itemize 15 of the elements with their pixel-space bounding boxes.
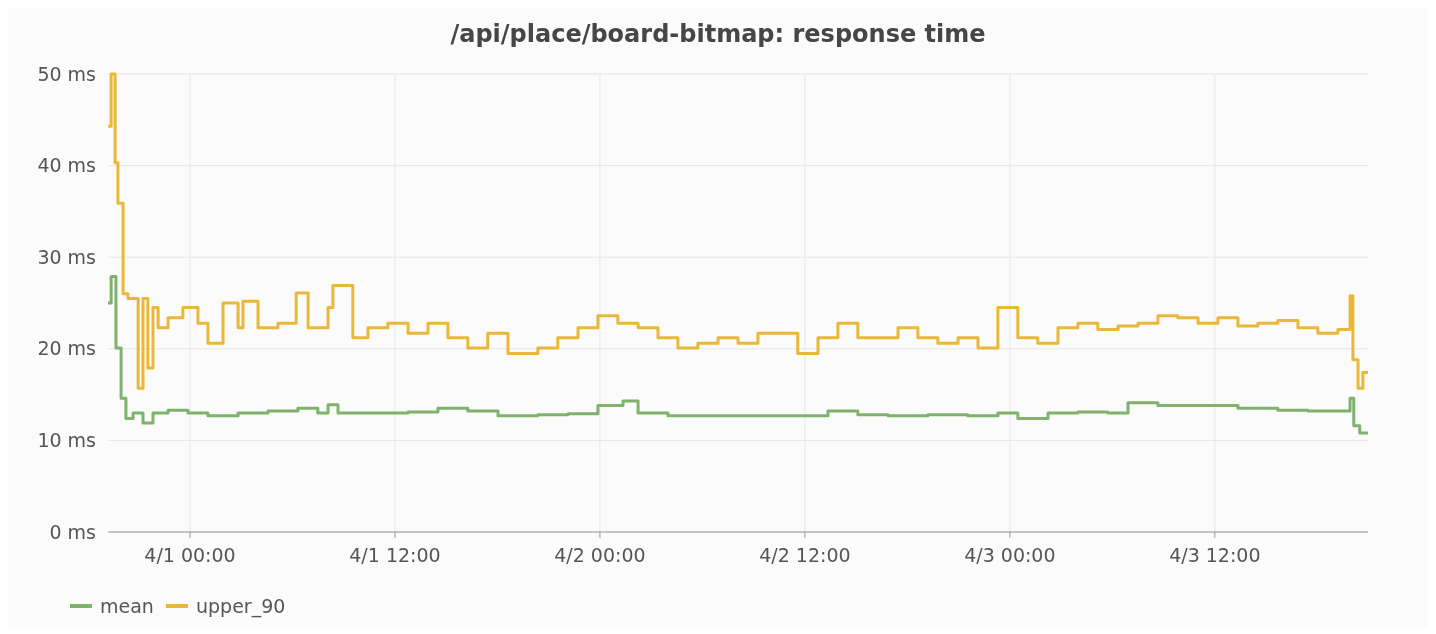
y-tick-label: 30 ms [37,245,96,268]
y-tick-label: 40 ms [37,154,96,177]
y-tick-label: 10 ms [37,429,96,452]
x-tick-label: 4/1 12:00 [349,544,441,566]
y-tick-label: 50 ms [37,62,96,85]
x-tick-label: 4/3 12:00 [1169,544,1261,566]
chart-title: /api/place/board-bitmap: response time [450,20,986,48]
y-tick-label: 0 ms [49,520,96,543]
x-tick-label: 4/2 00:00 [554,544,646,566]
legend-label: upper_90 [196,594,286,618]
legend-label: mean [100,594,154,617]
x-tick-label: 4/1 00:00 [144,544,236,566]
y-tick-label: 20 ms [37,337,96,360]
x-tick-label: 4/2 12:00 [759,544,851,566]
x-tick-label: 4/3 00:00 [964,544,1056,566]
